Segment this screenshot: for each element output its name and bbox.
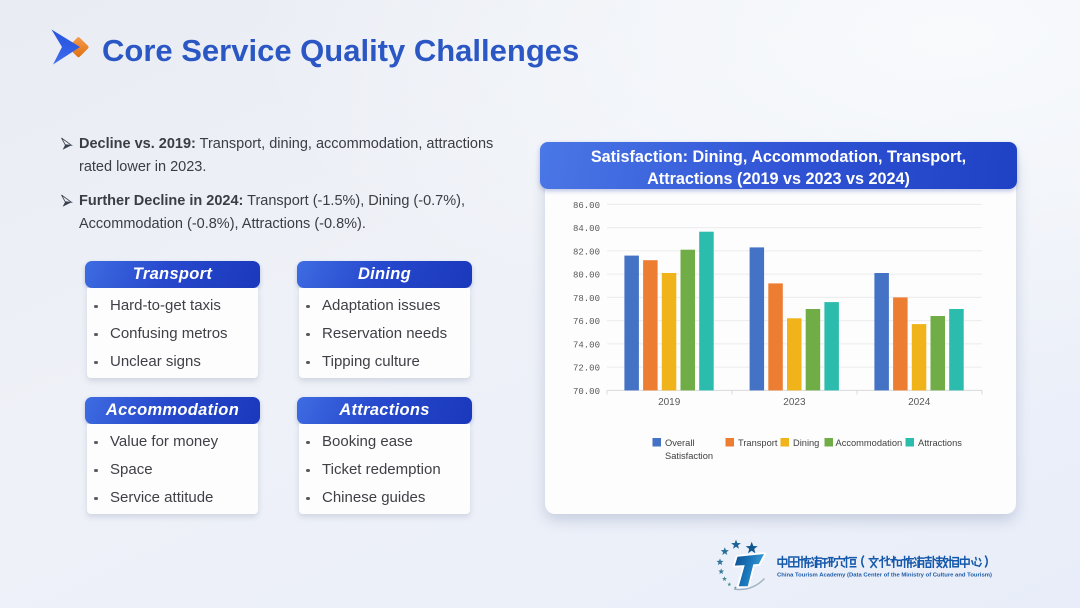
svg-text:Accommodation: Accommodation [836,438,903,448]
svg-text:84.00: 84.00 [573,224,600,234]
svg-text:78.00: 78.00 [573,294,600,304]
svg-text:70.00: 70.00 [573,387,600,397]
svg-text:Satisfaction: Satisfaction [665,451,713,461]
svg-text:Overall: Overall [665,438,694,448]
svg-text:Transport: Transport [738,438,778,448]
svg-text:2024: 2024 [908,397,931,408]
svg-text:76.00: 76.00 [573,317,600,327]
svg-text:74.00: 74.00 [573,340,600,350]
svg-text:2023: 2023 [783,397,806,408]
svg-text:86.00: 86.00 [573,201,600,211]
svg-text:2019: 2019 [658,397,681,408]
svg-text:Dining: Dining [793,438,819,448]
svg-text:China Tourism Academy (Data Ce: China Tourism Academy (Data Center of th… [777,573,992,579]
svg-text:Attractions: Attractions [918,438,962,448]
svg-text:82.00: 82.00 [573,247,600,257]
svg-text:80.00: 80.00 [573,271,600,281]
svg-text:72.00: 72.00 [573,364,600,374]
